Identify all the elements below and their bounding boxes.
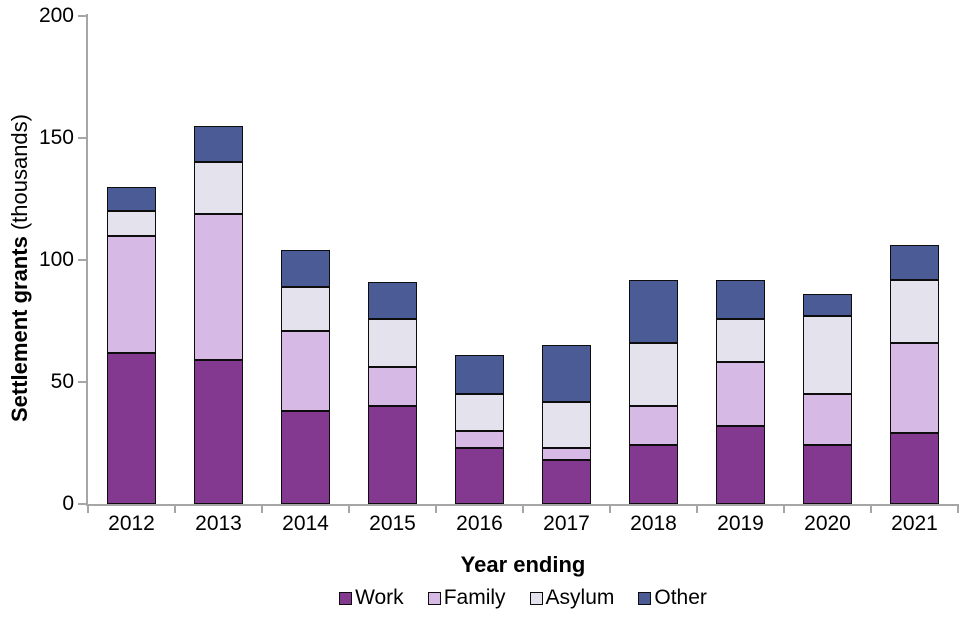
legend-item-work: Work [339, 585, 404, 611]
x-tick-mark [87, 506, 89, 513]
x-tick-mark [522, 506, 524, 513]
bar-segment-family-2021 [890, 342, 939, 434]
x-tick-mark [609, 506, 611, 513]
bar-segment-family-2013 [194, 213, 243, 361]
bar-segment-asylum-2015 [368, 318, 417, 368]
x-tick-label: 2012 [108, 512, 155, 535]
bar-segment-family-2014 [281, 330, 330, 412]
bar-segment-other-2015 [368, 281, 417, 319]
legend-item-family: Family [427, 585, 506, 611]
x-axis-title: Year ending [460, 552, 586, 577]
bar-segment-family-2012 [107, 235, 156, 353]
legend-swatch-icon [427, 591, 441, 605]
y-tick-mark [78, 381, 87, 383]
bar-segment-work-2020 [803, 445, 852, 504]
bar-segment-work-2016 [455, 447, 504, 504]
bar-segment-asylum-2016 [455, 394, 504, 431]
y-tick-label: 200 [38, 4, 74, 27]
x-axis-line [86, 504, 959, 506]
bar-segment-other-2014 [281, 250, 330, 287]
x-tick-label: 2014 [282, 512, 329, 535]
bar-segment-asylum-2021 [890, 279, 939, 343]
y-tick-label: 100 [38, 248, 74, 271]
x-tick-label: 2013 [195, 512, 242, 535]
bar-segment-family-2016 [455, 430, 504, 448]
legend-label: Family [443, 586, 506, 609]
bar-segment-other-2012 [107, 186, 156, 212]
bar-segment-family-2017 [542, 447, 591, 461]
x-tick-label: 2020 [804, 512, 851, 535]
legend-label: Work [355, 586, 404, 609]
bar-segment-asylum-2017 [542, 401, 591, 448]
bar-segment-asylum-2020 [803, 316, 852, 395]
y-tick-mark [78, 15, 87, 17]
bar-segment-other-2020 [803, 294, 852, 317]
bar-segment-family-2015 [368, 367, 417, 407]
x-tick-mark [870, 506, 872, 513]
x-tick-label: 2016 [456, 512, 503, 535]
bar-segment-family-2019 [716, 362, 765, 426]
legend-item-other: Other [638, 585, 707, 611]
legend: Work Family Asylum Other [88, 584, 958, 612]
x-tick-mark [348, 506, 350, 513]
bar-segment-other-2019 [716, 279, 765, 319]
bar-segment-work-2017 [542, 460, 591, 504]
y-axis-line [86, 14, 88, 506]
bar-segment-other-2016 [455, 355, 504, 395]
y-tick-label: 0 [62, 492, 74, 515]
legend-item-asylum: Asylum [529, 585, 615, 611]
bar-segment-asylum-2013 [194, 162, 243, 214]
bar-segment-asylum-2014 [281, 286, 330, 331]
bar-segment-work-2012 [107, 352, 156, 504]
y-tick-mark [78, 503, 87, 505]
x-tick-label: 2018 [630, 512, 677, 535]
bar-segment-family-2020 [803, 394, 852, 446]
bar-segment-other-2017 [542, 345, 591, 402]
bar-segment-asylum-2012 [107, 211, 156, 236]
bar-segment-work-2018 [629, 445, 678, 504]
bar-segment-work-2013 [194, 360, 243, 504]
bar-segment-asylum-2018 [629, 342, 678, 407]
bar-segment-work-2014 [281, 411, 330, 504]
y-tick-label: 50 [50, 370, 74, 393]
x-tick-label: 2017 [543, 512, 590, 535]
x-tick-mark [783, 506, 785, 513]
bar-segment-other-2021 [890, 245, 939, 280]
bar-segment-work-2019 [716, 425, 765, 504]
x-tick-mark [957, 506, 959, 513]
x-tick-mark [261, 506, 263, 513]
y-tick-mark [78, 259, 87, 261]
legend-swatch-icon [638, 591, 652, 605]
bar-segment-work-2021 [890, 433, 939, 504]
bar-segment-work-2015 [368, 406, 417, 504]
x-tick-label: 2019 [717, 512, 764, 535]
legend-label: Asylum [545, 586, 615, 609]
y-tick-label: 150 [38, 126, 74, 149]
y-tick-mark [78, 137, 87, 139]
x-tick-label: 2021 [891, 512, 938, 535]
bar-segment-family-2018 [629, 406, 678, 446]
bar-segment-other-2013 [194, 125, 243, 163]
x-tick-label: 2015 [369, 512, 416, 535]
bar-segment-asylum-2019 [716, 318, 765, 363]
x-tick-mark [696, 506, 698, 513]
x-tick-mark [174, 506, 176, 513]
legend-swatch-icon [529, 591, 543, 605]
bar-segment-other-2018 [629, 279, 678, 343]
legend-swatch-icon [339, 591, 353, 605]
legend-label: Other [654, 586, 707, 609]
x-tick-mark [435, 506, 437, 513]
